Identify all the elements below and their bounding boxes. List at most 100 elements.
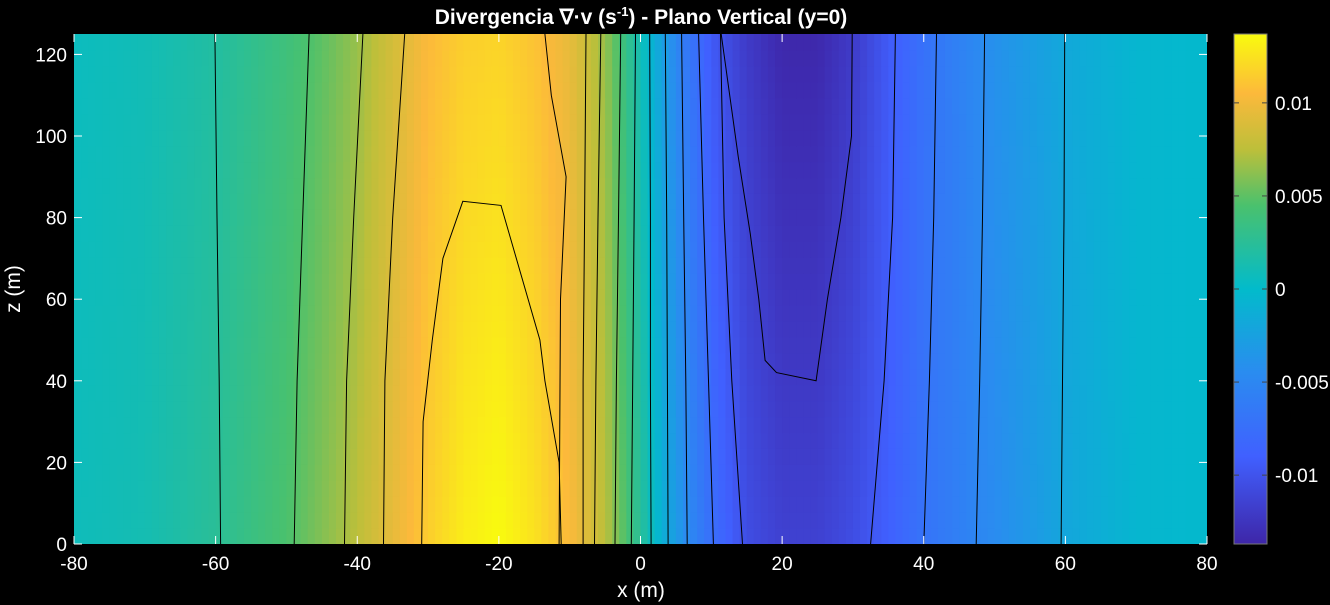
heatmap-cell (874, 49, 882, 67)
heatmap-cell (392, 432, 401, 449)
heatmap-cell (116, 384, 125, 402)
heatmap-cell (215, 480, 224, 497)
heatmap-cell (201, 177, 210, 194)
heatmap-cell (1129, 145, 1137, 163)
heatmap-cell (399, 304, 408, 322)
heatmap-cell (123, 496, 132, 513)
heatmap-cell (520, 209, 528, 226)
heatmap-cell (895, 145, 904, 163)
heatmap-cell (874, 289, 882, 306)
heatmap-cell (449, 512, 457, 529)
heatmap-cell (1171, 241, 1180, 258)
heatmap-cell (498, 225, 507, 242)
heatmap-cell (201, 129, 210, 147)
heatmap-cell (215, 336, 224, 354)
heatmap-cell (442, 480, 450, 497)
heatmap-cell (74, 528, 82, 544)
heatmap-cell (95, 368, 103, 386)
heatmap-cell (513, 81, 521, 99)
heatmap-cell (654, 225, 663, 242)
heatmap-cell (796, 336, 804, 354)
heatmap-cell (718, 193, 727, 210)
heatmap-cell (435, 512, 443, 529)
heatmap-cell (1100, 161, 1109, 179)
heatmap-cell (95, 448, 103, 465)
heatmap-cell (902, 273, 911, 290)
heatmap-cell (144, 257, 153, 274)
heatmap-cell (1093, 113, 1102, 131)
heatmap-cell (1192, 177, 1201, 194)
heatmap-cell (222, 528, 231, 544)
heatmap-cell (647, 113, 656, 131)
heatmap-cell (1185, 416, 1194, 434)
heatmap-cell (1015, 352, 1024, 370)
heatmap-cell (668, 336, 677, 354)
heatmap-cell (626, 512, 635, 529)
heatmap-cell (243, 273, 252, 290)
heatmap-cell (265, 81, 273, 99)
heatmap-cell (817, 241, 826, 258)
heatmap-cell (279, 304, 288, 322)
heatmap-cell (838, 65, 847, 83)
heatmap-cell (1100, 177, 1109, 194)
heatmap-cell (1157, 113, 1166, 131)
heatmap-cell (1199, 448, 1207, 465)
heatmap-cell (612, 304, 620, 322)
heatmap-cell (1114, 289, 1123, 306)
heatmap-cell (697, 193, 705, 210)
heatmap-cell (81, 496, 89, 513)
heatmap-cell (760, 512, 769, 529)
heatmap-cell (187, 528, 195, 544)
heatmap-cell (845, 209, 854, 226)
heatmap-cell (81, 273, 89, 290)
heatmap-cell (831, 368, 840, 386)
heatmap-cell (520, 177, 528, 194)
heatmap-cell (937, 464, 946, 481)
heatmap-cell (831, 193, 840, 210)
heatmap-cell (1178, 273, 1187, 290)
heatmap-cell (1136, 161, 1144, 179)
heatmap-cell (272, 448, 280, 465)
heatmap-cell (463, 336, 472, 354)
heatmap-cell (336, 368, 344, 386)
heatmap-cell (1129, 528, 1137, 544)
heatmap-cell (626, 65, 635, 83)
heatmap-cell (994, 145, 1003, 163)
heatmap-cell (944, 432, 953, 449)
heatmap-cell (173, 257, 181, 274)
heatmap-cell (350, 113, 358, 131)
heatmap-cell (286, 177, 295, 194)
heatmap-cell (222, 496, 231, 513)
heatmap-cell (598, 49, 606, 67)
heatmap-cell (1129, 161, 1137, 179)
heatmap-cell (930, 241, 939, 258)
heatmap-cell (74, 49, 82, 67)
heatmap-cell (102, 129, 111, 147)
heatmap-cell (782, 225, 790, 242)
heatmap-cell (1051, 496, 1059, 513)
heatmap-cell (576, 161, 585, 179)
heatmap-cell (775, 273, 783, 290)
heatmap-cell (753, 273, 762, 290)
heatmap-cell (137, 432, 146, 449)
heatmap-cell (1072, 400, 1081, 418)
heatmap-cell (1129, 273, 1137, 290)
heatmap-cell (895, 368, 904, 386)
heatmap-cell (1015, 113, 1024, 131)
heatmap-cell (739, 496, 748, 513)
heatmap-cell (208, 496, 217, 513)
heatmap-cell (831, 225, 840, 242)
heatmap-cell (527, 528, 535, 544)
heatmap-cell (1114, 209, 1123, 226)
heatmap-cell (732, 320, 741, 338)
heatmap-cell (718, 257, 727, 274)
heatmap-cell (562, 49, 571, 67)
heatmap-cell (286, 81, 295, 99)
heatmap-cell (314, 97, 323, 115)
heatmap-cell (789, 289, 797, 306)
heatmap-cell (711, 145, 719, 163)
heatmap-cell (647, 97, 656, 115)
heatmap-cell (258, 352, 266, 370)
heatmap-cell (548, 257, 557, 274)
heatmap-cell (1185, 368, 1194, 386)
